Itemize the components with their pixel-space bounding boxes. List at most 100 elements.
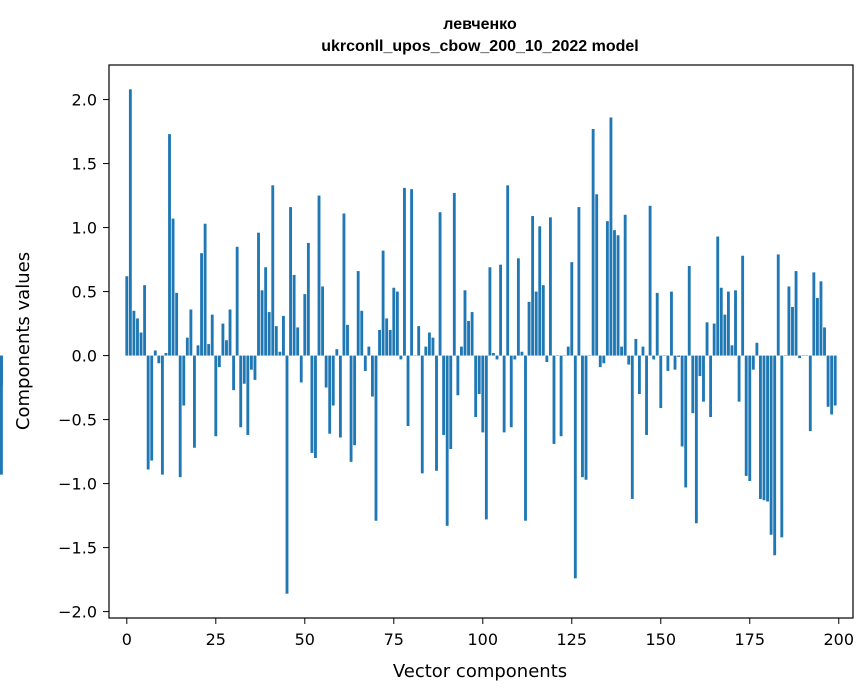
bar-136 [610, 117, 613, 355]
bar-21 [200, 253, 203, 355]
bar-11 [165, 353, 168, 356]
bar-153 [670, 292, 673, 356]
bar-34 [246, 356, 249, 435]
bar-194 [816, 298, 819, 356]
x-tick-label: 50 [295, 630, 315, 649]
bar-108 [510, 356, 513, 428]
bar-96 [467, 321, 470, 356]
bar-103 [492, 353, 495, 356]
bar-30 [232, 356, 235, 391]
y-axis-ticks: 2.01.51.00.50.0−0.5−1.0−1.5−2.0 [58, 91, 109, 622]
bar-9 [157, 356, 160, 364]
x-tick-label: 175 [734, 630, 765, 649]
bar-112 [524, 356, 527, 521]
bar-177 [755, 343, 758, 356]
bar-8 [154, 350, 157, 355]
x-axis-label: Vector components [393, 661, 567, 682]
bar-92 [453, 193, 456, 356]
bar-27 [221, 324, 224, 356]
bar-84 [424, 347, 427, 356]
bar-101 [485, 356, 488, 520]
bar-149 [656, 293, 659, 356]
bar-66 [360, 311, 363, 356]
bar-70 [375, 356, 378, 521]
bar-173 [741, 256, 744, 356]
bar-65 [357, 271, 360, 355]
bar-114 [531, 216, 534, 356]
bar-111 [521, 352, 524, 356]
bar-75 [392, 288, 395, 356]
bar-131 [592, 129, 595, 356]
bar-118 [545, 356, 548, 362]
bar-162 [702, 356, 705, 402]
bar-82 [417, 326, 420, 355]
bar-174 [745, 356, 748, 476]
bar-165 [713, 324, 716, 356]
bar-74 [389, 330, 392, 356]
bar-4 [140, 333, 143, 356]
bar-85 [428, 333, 431, 356]
y-axis-label: Components values [13, 252, 34, 430]
bar-44 [282, 316, 285, 356]
bar-94 [460, 347, 463, 356]
bar-120 [553, 356, 556, 444]
bar-15 [179, 356, 182, 478]
bar-5 [143, 285, 146, 355]
y-tick-label: −1.0 [58, 475, 97, 494]
bar-196 [823, 327, 826, 355]
y-tick-label: 2.0 [72, 91, 97, 110]
bar-144 [638, 356, 641, 394]
bar-193 [812, 272, 815, 355]
y-tick-label: −0.5 [58, 411, 97, 430]
bar-64 [353, 356, 356, 446]
bar-169 [727, 292, 730, 356]
bar-124 [567, 347, 570, 356]
bar-72 [382, 251, 385, 356]
bar-180 [766, 356, 769, 502]
bar-182 [773, 356, 776, 556]
bar-32 [239, 356, 242, 428]
bar-122 [560, 356, 563, 437]
y-tick-label: 1.0 [72, 219, 97, 238]
bar-17 [186, 338, 189, 356]
bar-50 [303, 294, 306, 355]
chart-title: левченко [443, 16, 517, 33]
bar-14 [175, 293, 178, 356]
bar-58 [332, 356, 335, 406]
bar-20 [197, 345, 200, 355]
bar-167 [720, 288, 723, 356]
bar-55 [321, 286, 324, 355]
bar-89 [442, 356, 445, 435]
y-tick-label: 0.0 [72, 347, 97, 366]
bar-39 [264, 267, 267, 355]
bar-125 [570, 262, 573, 355]
bar-61 [343, 213, 346, 355]
bar-1 [129, 89, 132, 355]
bar-184 [780, 356, 783, 538]
bar-157 [684, 356, 687, 488]
bar-170 [731, 345, 734, 355]
bar-28 [225, 340, 228, 355]
bar-71 [378, 330, 381, 356]
bar-132 [595, 194, 598, 355]
bar-83 [421, 356, 424, 474]
bar-2 [132, 311, 135, 356]
bar-116 [538, 226, 541, 355]
bar-10 [161, 356, 164, 475]
bar-198 [830, 356, 833, 415]
bar-110 [517, 258, 520, 355]
y-tick-label: −2.0 [58, 603, 97, 622]
bar-88 [439, 212, 442, 355]
bar-197 [827, 356, 830, 407]
bar-140 [624, 215, 627, 356]
bar-0 [125, 276, 128, 355]
bar-150 [659, 356, 662, 408]
x-tick-label: 200 [823, 630, 854, 649]
bar-18 [189, 310, 192, 356]
bar-106 [503, 356, 506, 433]
bar-97 [471, 312, 474, 356]
bar-93 [456, 356, 459, 396]
bar-128 [581, 356, 584, 478]
chart-subtitle: ukrconll_upos_cbow_200_10_2022 model [321, 38, 638, 55]
